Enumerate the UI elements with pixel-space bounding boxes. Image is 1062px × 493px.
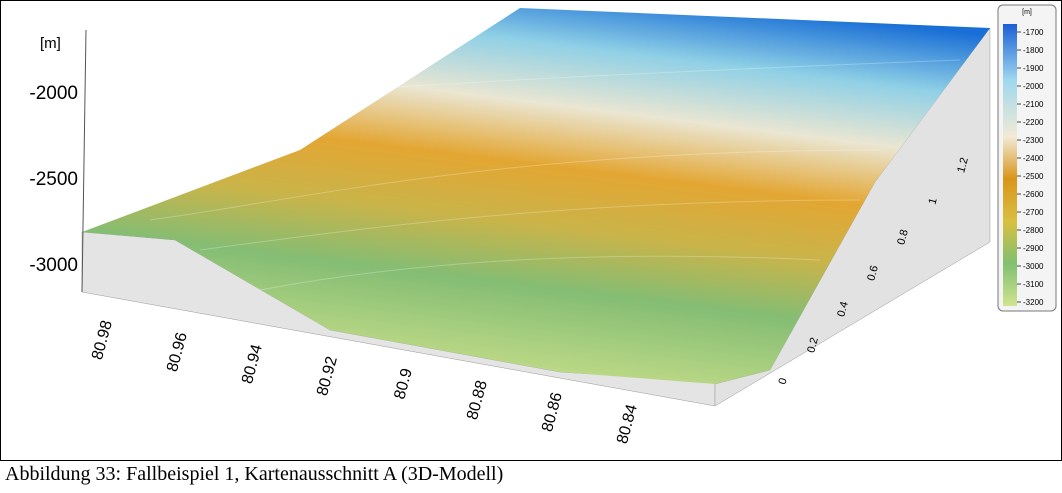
legend-label: -3200 xyxy=(1023,298,1044,307)
z-tick-label: -2000 xyxy=(29,83,78,104)
legend-label: -2700 xyxy=(1023,208,1044,217)
legend-label: -3000 xyxy=(1023,262,1044,271)
legend-label: -2300 xyxy=(1023,136,1044,145)
legend-label: -1700 xyxy=(1023,28,1044,37)
z-tick-label: -2500 xyxy=(29,169,78,190)
figure: [m] [m] Abbildung 33: Fallbeispiel 1, Ka… xyxy=(0,0,1062,493)
z-tick-label: -3000 xyxy=(29,255,78,276)
legend-label: -1900 xyxy=(1023,64,1044,73)
legend-label: -2400 xyxy=(1023,154,1044,163)
legend-label: -1800 xyxy=(1023,46,1044,55)
legend-label: -2000 xyxy=(1023,82,1044,91)
legend-label: -2900 xyxy=(1023,244,1044,253)
legend-scale xyxy=(1003,24,1017,306)
legend-label: -2800 xyxy=(1023,226,1044,235)
legend-label: -2600 xyxy=(1023,190,1044,199)
caption: Abbildung 33: Fallbeispiel 1, Kartenauss… xyxy=(5,463,503,485)
z-axis-unit: [m] xyxy=(40,35,61,52)
legend-label: -2200 xyxy=(1023,118,1044,127)
legend-label: -2500 xyxy=(1023,172,1044,181)
legend-unit: [m] xyxy=(1022,9,1032,16)
legend-label: -3100 xyxy=(1023,280,1044,289)
legend-label: -2100 xyxy=(1023,100,1044,109)
